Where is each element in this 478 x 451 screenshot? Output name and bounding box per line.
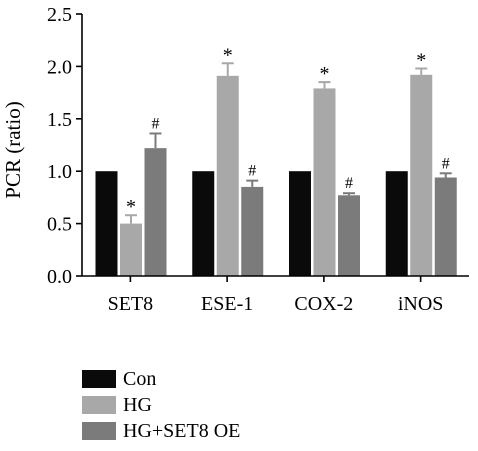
- y-tick-label: 1.0: [47, 161, 72, 183]
- x-tick-label-cox-2: COX-2: [294, 293, 353, 315]
- legend-label: HG: [123, 394, 152, 416]
- legend-swatch: [82, 370, 116, 388]
- significance-star: *: [416, 49, 426, 71]
- bar-cox-2-s0: [289, 171, 311, 276]
- bar-marks: * # * # * # * #: [95, 44, 457, 277]
- bar-cox-2-s2: [338, 195, 360, 276]
- significance-star: *: [320, 63, 330, 85]
- bar-ese-1-s2: [241, 186, 264, 276]
- significance-star: *: [126, 196, 136, 218]
- y-tick-label: 2.0: [47, 56, 72, 78]
- bar-ese-1-s1: [216, 75, 239, 276]
- legend-item-1: HG: [82, 392, 240, 418]
- bar-inos-s2: [434, 177, 457, 276]
- bar-ese-1-s0: [192, 171, 215, 276]
- legend-label: HG+SET8 OE: [123, 420, 241, 442]
- bar-set8-s1: [120, 223, 142, 276]
- y-axis-ticks: 0.0 0.5 1.0 1.5 2.0 2.5: [47, 4, 82, 288]
- x-tick-label-ese-1: ESE-1: [201, 293, 253, 315]
- bar-set8-s0: [95, 171, 118, 276]
- significance-hash: #: [442, 155, 450, 172]
- legend-label: Con: [123, 368, 157, 390]
- y-tick-label: 0.0: [47, 266, 72, 288]
- legend-item-2: HG+SET8 OE: [82, 418, 240, 444]
- significance-hash: #: [248, 163, 256, 180]
- bar-cox-2-s1: [313, 88, 336, 277]
- y-axis-label: PCR (ratio): [1, 101, 25, 198]
- y-tick-label: 1.5: [47, 109, 72, 131]
- bar-set8-s2: [144, 148, 167, 276]
- y-tick-label: 0.5: [47, 214, 72, 236]
- significance-hash: #: [152, 115, 160, 132]
- legend-swatch: [82, 422, 116, 440]
- significance-star: *: [223, 44, 233, 66]
- x-axis-ticks: SET8 ESE-1 COX-2 iNOS: [108, 276, 444, 315]
- legend: Con HG HG+SET8 OE: [82, 366, 240, 444]
- legend-swatch: [82, 396, 116, 414]
- bar-inos-s0: [385, 171, 408, 276]
- x-tick-label-inos: iNOS: [398, 293, 444, 315]
- x-tick-label-set8: SET8: [108, 293, 154, 315]
- significance-hash: #: [345, 175, 353, 192]
- bar-inos-s1: [410, 74, 433, 276]
- legend-item-0: Con: [82, 366, 240, 392]
- y-tick-label: 2.5: [47, 4, 72, 26]
